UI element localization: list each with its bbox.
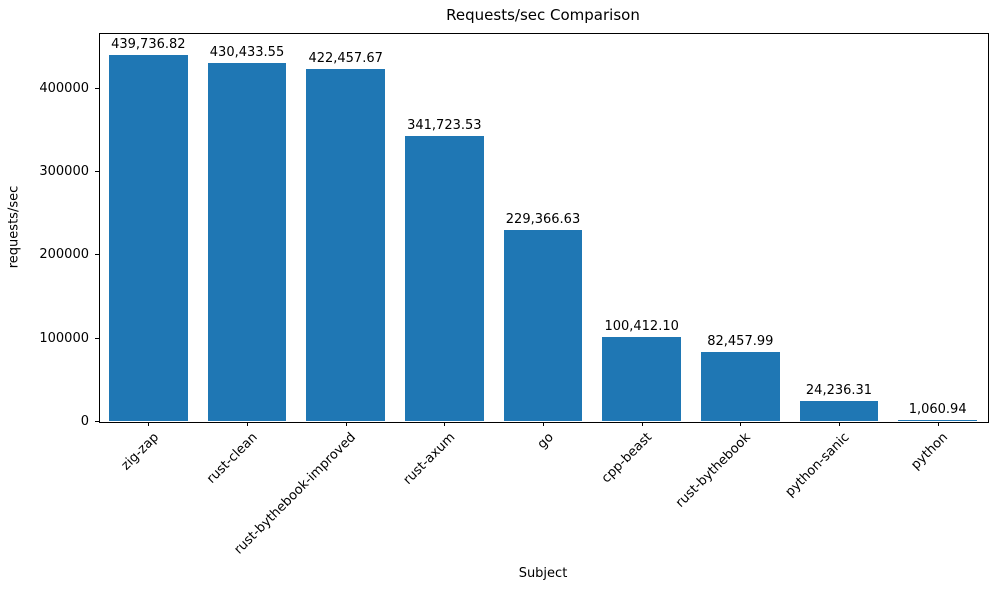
bar-value-label: 341,723.53 [407,118,482,133]
plot-area [99,33,989,423]
y-tick-mark [95,88,99,89]
y-tick-mark [95,254,99,255]
chart-title: Requests/sec Comparison [446,6,640,24]
bar [306,69,386,421]
x-tick-label-text: rust-bythebook [673,430,754,511]
x-axis-label: Subject [518,566,568,581]
x-tick-mark [937,422,939,426]
y-tick-mark [95,171,99,172]
x-tick-label-text: go [534,430,557,453]
bar-value-label: 24,236.31 [805,383,873,398]
y-tick-label: 100000 [39,331,89,346]
bar-value-label: 229,366.63 [505,212,581,227]
bar [898,420,978,421]
bar-value-label: 100,412.10 [604,319,679,334]
bar-value-label: 430,433.55 [209,45,285,60]
x-tick-label-text: python-sanic [782,430,853,500]
x-tick-mark [740,422,742,426]
bar [799,401,879,421]
bar [207,63,287,421]
bar-value-label: 422,457.67 [308,51,383,66]
bar-value-label: 82,457.99 [707,334,774,349]
bar [404,136,484,421]
bar [602,337,682,421]
x-tick-label-text: rust-axum [400,430,458,488]
x-tick-label-text: rust-clean [203,430,261,487]
y-tick-label: 0 [80,414,89,429]
bar-value-label: 1,060.94 [908,402,967,417]
x-tick-label-text: python [908,430,952,473]
bar [503,230,583,421]
x-tick-mark [444,422,446,426]
y-tick-label: 200000 [39,247,89,262]
x-tick-mark [839,422,840,426]
x-tick-mark [345,422,347,426]
y-tick-label: 300000 [39,164,89,179]
bar-value-label: 439,736.82 [111,37,186,52]
x-tick-mark [247,422,248,426]
x-tick-label-text: zig-zap [118,430,162,474]
bar [700,352,780,421]
x-tick-mark [641,422,643,426]
y-tick-label: 400000 [39,81,89,96]
y-tick-mark [95,421,99,422]
y-tick-mark [95,338,99,339]
x-tick-label-text: cpp-beast [599,430,656,487]
bar [108,55,188,421]
x-tick-mark [543,422,544,426]
x-tick-mark [148,422,150,426]
